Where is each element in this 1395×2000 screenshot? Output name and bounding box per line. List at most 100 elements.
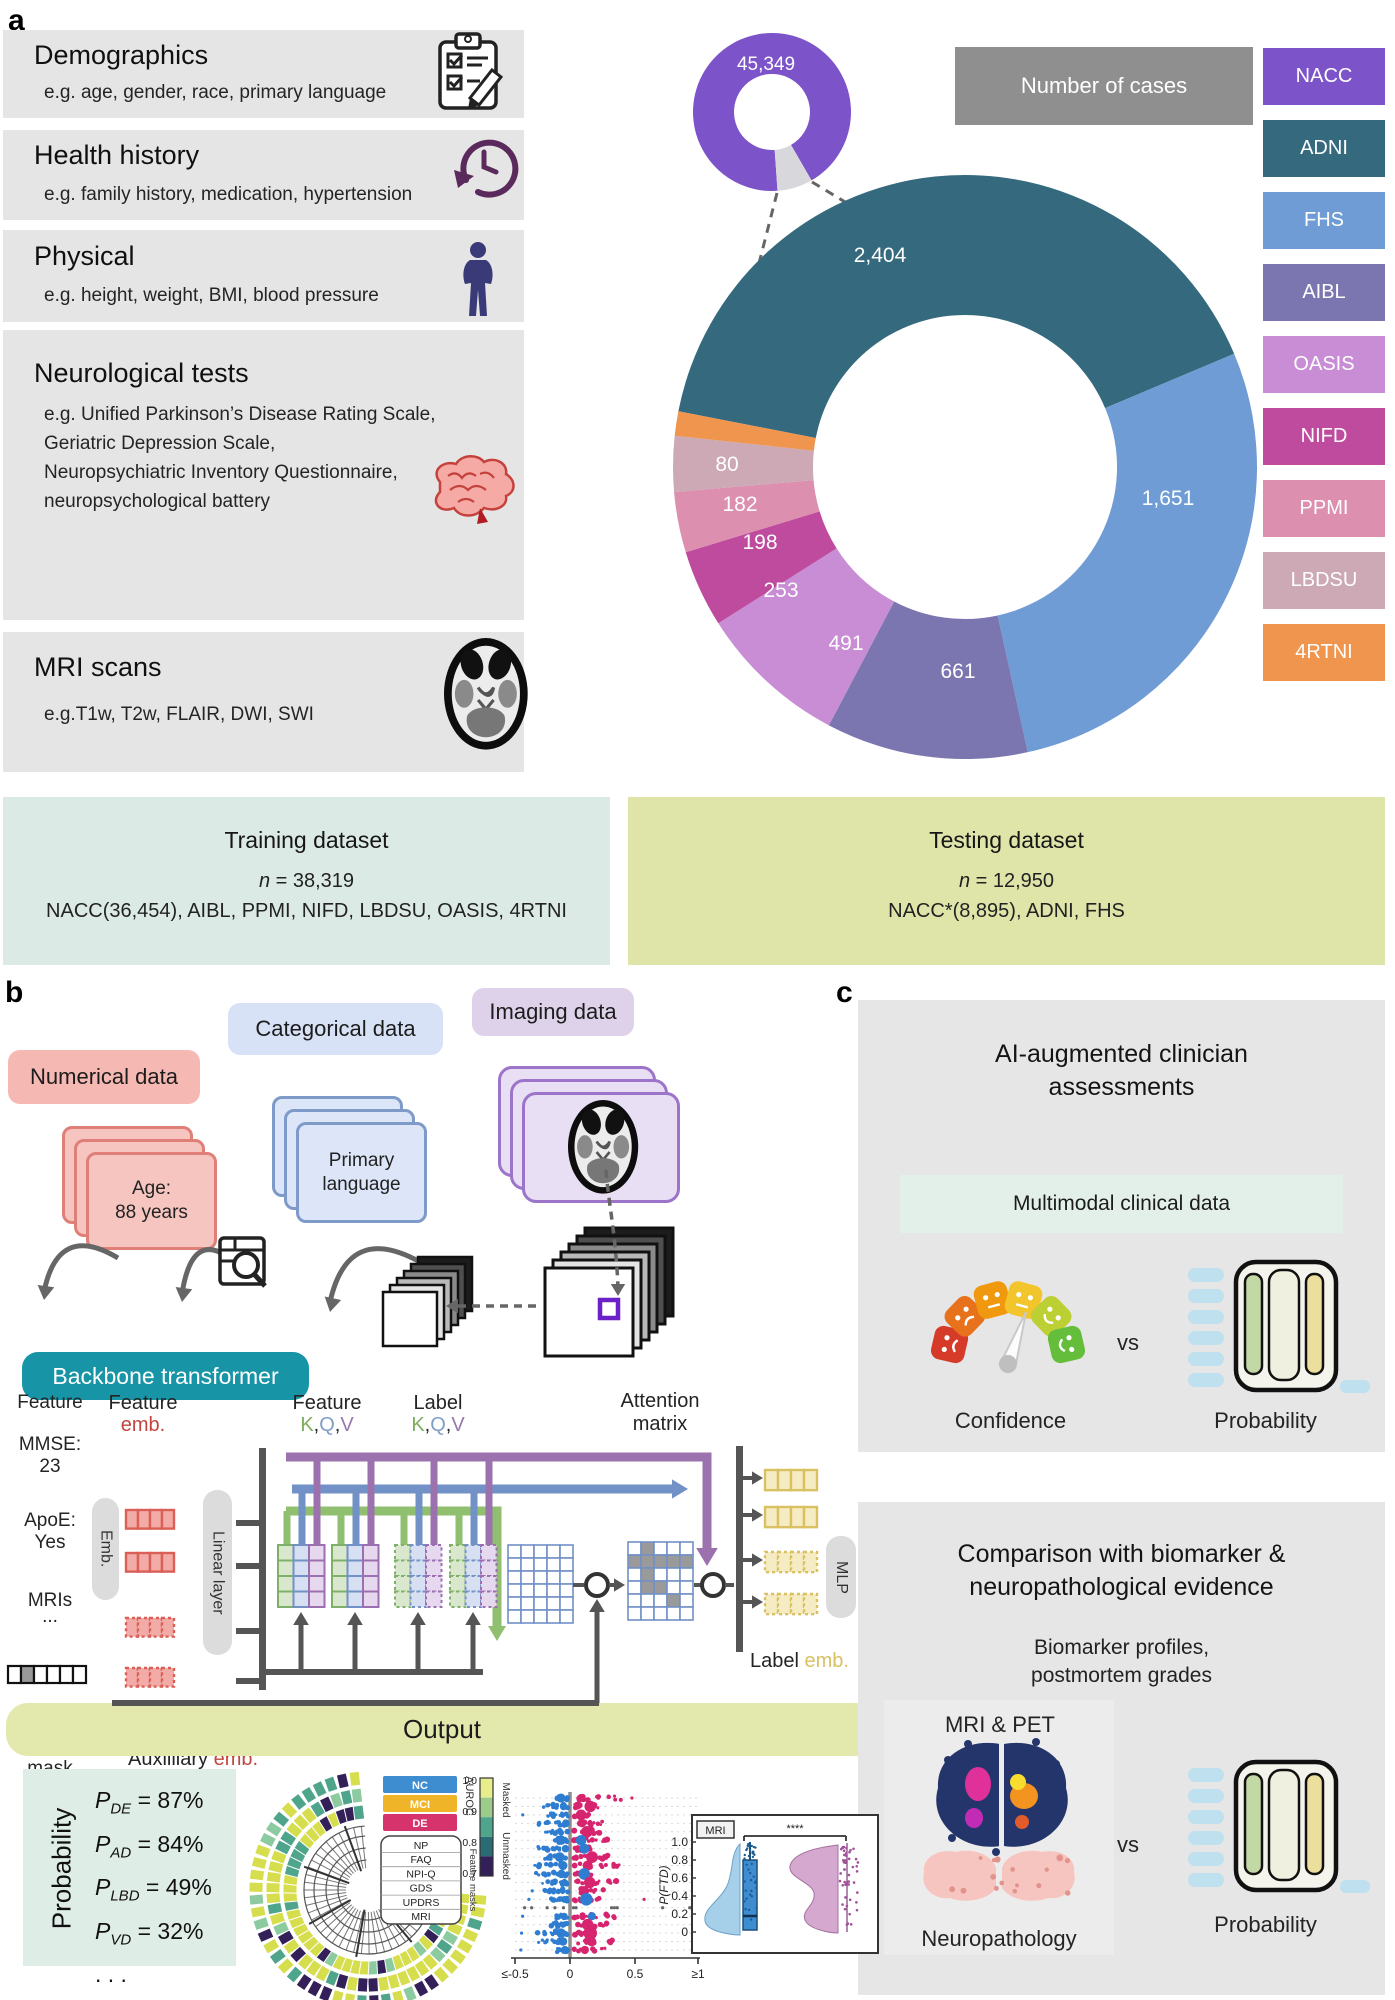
imaging-card [522, 1092, 680, 1203]
feature-apoe-value: Yes [34, 1532, 66, 1553]
svg-text:198: 198 [742, 531, 777, 554]
prob-lbd: PLBD = 49% [95, 1874, 212, 1905]
svg-text:P(FTD): P(FTD) [657, 1865, 671, 1904]
prob-ad: PAD = 84% [95, 1830, 204, 1862]
svg-text:0: 0 [567, 1967, 574, 1981]
feature-mmse: MMSE: [18, 1434, 82, 1455]
feature-emb-header-1: Feature [108, 1392, 178, 1414]
svg-text:FAQ: FAQ [410, 1854, 431, 1866]
legend-item-nifd: NIFD [1263, 408, 1385, 465]
clinician-title-2: assessments [1048, 1073, 1195, 1101]
emb-pill: Emb. [92, 1498, 119, 1600]
cohort-cases-donut: 2,404 1,651 661 491 253 198 182 80 [673, 174, 1257, 759]
panel-b-label: b [5, 976, 24, 1009]
donut-segment-ppmi [674, 480, 820, 553]
svg-text:2,404: 2,404 [854, 244, 907, 267]
confidence-label: Confidence [954, 1408, 1067, 1433]
number-of-cases-header: Number of cases [955, 47, 1253, 125]
categorical-data-pill: Categorical data [228, 1003, 443, 1055]
svg-text:661: 661 [940, 660, 975, 683]
svg-text:0.5: 0.5 [627, 1967, 644, 1981]
image-patch-stack-large [543, 1226, 675, 1358]
svg-text:0.8: 0.8 [462, 1837, 477, 1849]
svg-text:0.6: 0.6 [671, 1871, 688, 1885]
physical-box [3, 230, 524, 322]
numerical-data-pill: Numerical data [8, 1050, 200, 1104]
feature-mris-ellipsis: ... [42, 1606, 58, 1627]
svg-text:1,651: 1,651 [1142, 487, 1195, 510]
probability-box: Probability PDE = 87% PAD = 84% PLBD = 4… [23, 1769, 236, 1987]
probability-label-bottom: Probability [1214, 1912, 1317, 1937]
svg-text:Masked: Masked [500, 1782, 511, 1817]
svg-text:MRI: MRI [411, 1911, 430, 1923]
donut-connector-lines [743, 180, 929, 319]
attention-matrix-label: Attention matrix [620, 1390, 700, 1435]
prob-de: PDE = 87% [95, 1787, 204, 1818]
label-emb-label: Label emb. [750, 1650, 849, 1672]
panel-c-label: c [836, 976, 853, 1009]
search-table-icon [218, 1236, 267, 1288]
feature-mmse-value: 23 [39, 1456, 61, 1477]
backbone-transformer-bar: Backbone transformer [22, 1352, 309, 1400]
image-patch-stack-small [381, 1255, 474, 1348]
svg-text:0: 0 [681, 1925, 688, 1939]
svg-text:1.0: 1.0 [462, 1775, 477, 1787]
prob-vd: PVD = 32% [95, 1917, 204, 1949]
mri-pet-label: MRI & PET [944, 1712, 1055, 1737]
vs-bottom: vs [1117, 1832, 1139, 1857]
svg-text:Feature masks: Feature masks [467, 1849, 478, 1912]
svg-text:NPI-Q: NPI-Q [406, 1868, 435, 1880]
svg-text:GDS: GDS [410, 1883, 433, 1895]
vs-top: vs [1117, 1330, 1139, 1355]
svg-text:80: 80 [715, 453, 738, 476]
curved-arrows [37, 1243, 422, 1312]
health-history-sub: e.g. family history, medication, hyperte… [44, 184, 413, 205]
svg-text:MCI: MCI [410, 1799, 430, 1811]
donut-segment-lbdsu [673, 435, 814, 493]
svg-text:≤-0.5: ≤-0.5 [501, 1967, 529, 1981]
donut-segment-aibl [828, 601, 1028, 759]
demographics-sub: e.g. age, gender, race, primary language [44, 82, 387, 103]
donut-segment-fhs [997, 353, 1257, 753]
feature-kqv-letters: K,Q,V [300, 1414, 354, 1436]
training-dataset-box: Training dataset n = 38,319 NACC(36,454)… [3, 797, 610, 965]
feature-col-header: Feature [17, 1392, 83, 1413]
svg-text:253: 253 [763, 579, 798, 602]
demographics-title: Demographics [34, 40, 209, 70]
imaging-data-pill: Imaging data [472, 988, 634, 1036]
neurological-sub-1: e.g. Unified Parkinson’s Disease Rating … [44, 404, 436, 425]
biomarker-title-1: Comparison with biomarker & [957, 1540, 1286, 1568]
panel-a-label: a [8, 4, 25, 37]
donut-segment-oasis [718, 548, 895, 726]
biomarker-sub-1: Biomarker profiles, [1033, 1636, 1210, 1659]
probability-side-label: Probability [46, 1807, 77, 1930]
neurological-title: Neurological tests [34, 358, 249, 388]
neurological-sub-2: Geriatric Depression Scale, [44, 433, 276, 454]
output-bar: Output [6, 1703, 878, 1756]
feature-apoe: ApoE: [24, 1510, 76, 1531]
svg-text:DE: DE [412, 1818, 427, 1830]
donut-segment-4rtni [674, 411, 816, 451]
biomarker-sub-2: postmortem grades [1031, 1664, 1212, 1687]
shap-beeswarm-chart: ≤-0.5 0 0.5 ≥1 [501, 1792, 705, 1981]
training-title: Training dataset [224, 827, 389, 853]
demographics-box [3, 30, 524, 118]
pftd-violin-chart: MRI **** 1.0 0.8 0.6 0.4 0.2 0 P(FTD) [657, 1814, 879, 1954]
physical-title: Physical [34, 241, 135, 271]
svg-text:0.7: 0.7 [462, 1868, 477, 1880]
neuropathology-label: Neuropathology [921, 1926, 1077, 1951]
legend-item-adni: ADNI [1263, 120, 1385, 177]
health-history-box [3, 130, 524, 220]
label-kqv-header: Label [413, 1392, 463, 1414]
mri-scans-sub: e.g.T1w, T2w, FLAIR, DWI, SWI [44, 704, 314, 725]
clinician-title-1: AI-augmented clinician [995, 1040, 1248, 1068]
age-card: Age: 88 years [86, 1152, 217, 1250]
mri-scans-box [3, 632, 524, 772]
prob-more: . . . [95, 1961, 127, 1988]
svg-text:0.2: 0.2 [671, 1907, 688, 1921]
testing-title: Testing dataset [929, 827, 1084, 853]
testing-n: n = 12,950 [958, 870, 1055, 892]
legend-item-lbdsu: LBDSU [1263, 552, 1385, 609]
donut-segment-adni [678, 174, 1235, 438]
